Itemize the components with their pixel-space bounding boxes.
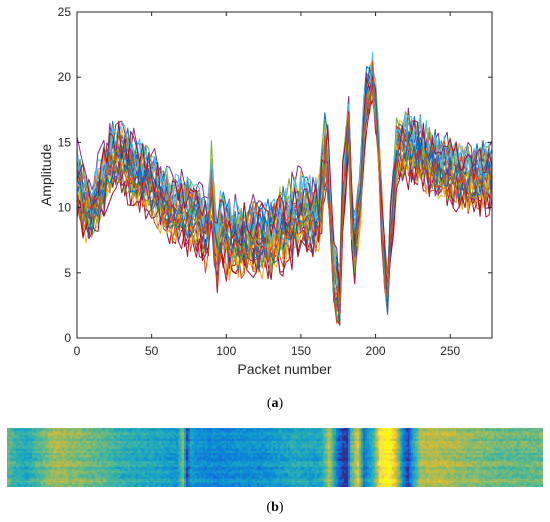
series-line [76,90,493,325]
y-tick-label: 10 [58,201,72,215]
y-tick-label: 15 [58,135,72,149]
tick-layer: 0 50 100 150 200 250 0 5 10 15 20 25 [58,5,492,358]
series-line [76,82,493,325]
series-line [76,85,493,326]
panel-label-a-letter: a [271,396,279,411]
y-tick-label: 20 [58,70,72,84]
x-tick-label: 0 [74,344,81,358]
x-tick-label: 250 [440,344,460,358]
x-axis-label: Packet number [237,361,331,377]
y-tick-label: 0 [64,331,71,345]
series-line [76,71,493,326]
panel-label-a: (a) [266,396,284,411]
amplitude-heatmap [7,428,543,487]
x-tick-label: 50 [145,344,159,358]
y-tick-label: 5 [64,266,71,280]
y-tick-label: 25 [58,5,72,19]
x-tick-label: 150 [291,344,311,358]
series-line [76,65,493,326]
series-line [76,60,493,316]
x-tick-label: 200 [366,344,386,358]
heatmap-canvas [7,428,543,487]
panel-label-b: (b) [266,500,284,515]
series-layer [76,51,493,326]
y-axis-label: Amplitude [38,144,54,206]
series-line [76,69,493,304]
plot-frame [76,11,493,339]
panel-label-b-letter: b [271,500,279,515]
x-tick-label: 100 [216,344,236,358]
